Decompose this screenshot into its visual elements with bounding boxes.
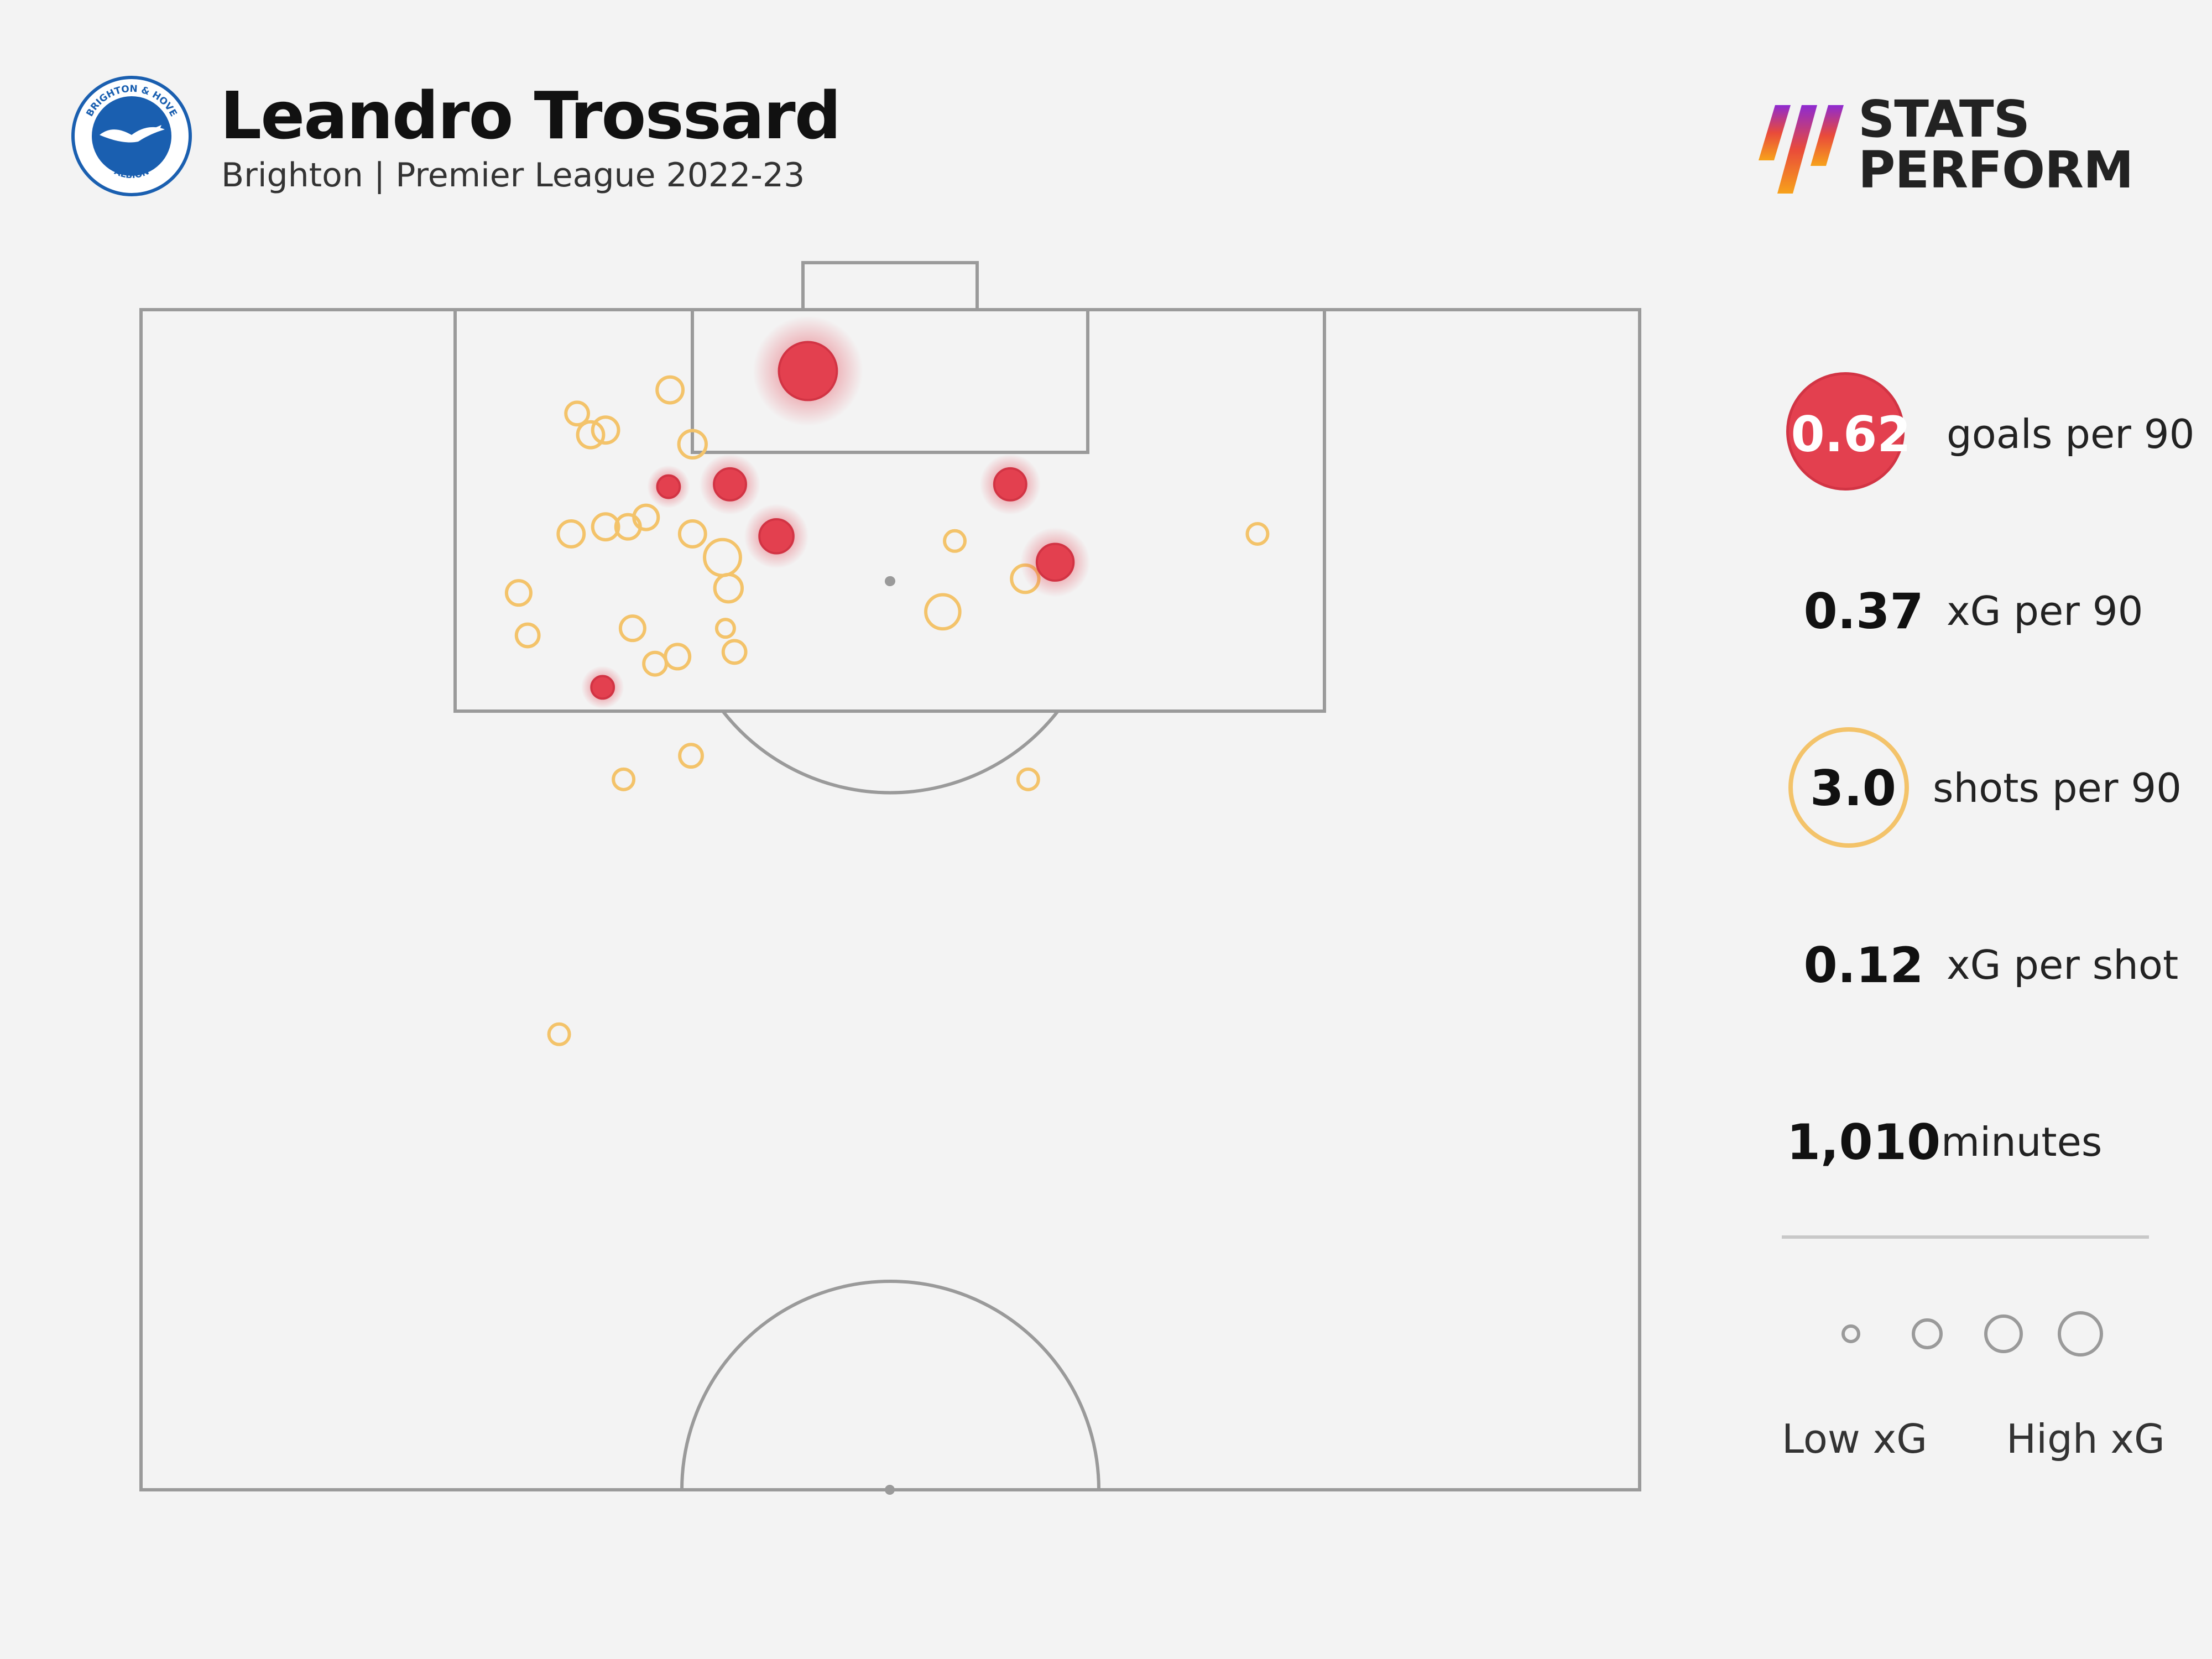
shot-point bbox=[714, 618, 736, 639]
goal-point bbox=[778, 341, 838, 401]
shot-point bbox=[713, 572, 744, 604]
shot-point bbox=[591, 512, 620, 542]
penalty-arc bbox=[721, 710, 1060, 795]
shot-point bbox=[1016, 767, 1040, 791]
pitch-lines bbox=[139, 261, 1641, 1491]
legend-size-3-icon bbox=[1984, 1314, 2023, 1353]
shot-point bbox=[664, 643, 692, 671]
shot-point bbox=[618, 614, 646, 643]
goal-point bbox=[993, 467, 1027, 502]
brighton-badge-icon: BRIGHTON & HOVE ALBION bbox=[71, 76, 192, 196]
shot-marker-icon bbox=[1788, 727, 1909, 848]
shot-map bbox=[139, 261, 1641, 1495]
shots-per-90-label: shots per 90 bbox=[1933, 765, 2182, 811]
brand-line-1: STATS bbox=[1858, 90, 2030, 149]
subtitle: Brighton | Premier League 2022-23 bbox=[221, 156, 805, 195]
legend-low-xg: Low xG bbox=[1782, 1416, 1928, 1462]
stat-goals-per-90: 0.62 goals per 90 bbox=[1781, 368, 2212, 500]
legend-divider bbox=[1782, 1235, 2149, 1239]
goals-layer bbox=[581, 316, 1091, 709]
minutes-value: 1,010 bbox=[1786, 1113, 1941, 1171]
goal-point bbox=[713, 467, 748, 502]
six-yard-box bbox=[691, 308, 1089, 454]
shot-point bbox=[677, 429, 708, 460]
xg-per-shot-label: xG per shot bbox=[1947, 942, 2179, 988]
legend-size-4-icon bbox=[2058, 1311, 2103, 1357]
stat-minutes: 1,010 minutes bbox=[1781, 1076, 2212, 1208]
goal-frame bbox=[801, 261, 979, 311]
brand-line-2: PERFORM bbox=[1858, 140, 2134, 200]
shot-point bbox=[655, 375, 685, 405]
shot-point bbox=[576, 420, 606, 450]
other-point bbox=[885, 576, 895, 586]
goal-marker-icon bbox=[1786, 372, 1905, 491]
shot-point bbox=[924, 593, 962, 631]
xg-per-90-value: 0.37 bbox=[1803, 582, 1924, 640]
goal-point bbox=[758, 518, 795, 555]
shot-point bbox=[642, 650, 668, 677]
shot-point bbox=[564, 400, 591, 427]
shot-point bbox=[943, 529, 967, 553]
shot-point bbox=[677, 519, 707, 549]
legend-high-xg: High xG bbox=[2006, 1416, 2165, 1462]
legend-size-2-icon bbox=[1912, 1318, 1943, 1349]
shot-point bbox=[632, 503, 660, 531]
shot-point bbox=[721, 639, 748, 665]
goal-point bbox=[656, 474, 681, 499]
stats-perform-mark-icon bbox=[1759, 105, 1844, 194]
xg-per-90-label: xG per 90 bbox=[1947, 588, 2143, 634]
xg-size-legend bbox=[1841, 1311, 2103, 1357]
goals-per-90-value: 0.62 bbox=[1791, 405, 1911, 463]
shot-point bbox=[547, 1022, 571, 1046]
goal-point bbox=[1035, 542, 1075, 582]
shot-point bbox=[556, 519, 586, 549]
centre-spot bbox=[885, 1485, 895, 1495]
minutes-label: minutes bbox=[1941, 1119, 2103, 1165]
player-name: Leandro Trossard bbox=[220, 77, 841, 154]
stats-perform-logo: STATS PERFORM bbox=[1759, 94, 2146, 205]
brand-wordmark: STATS PERFORM bbox=[1858, 90, 2134, 200]
pitch-outline bbox=[139, 308, 1641, 1491]
centre-circle bbox=[680, 1280, 1100, 1490]
shot-point bbox=[703, 538, 742, 577]
shot-point bbox=[678, 743, 704, 769]
goals-per-90-label: goals per 90 bbox=[1947, 411, 2195, 457]
shot-point bbox=[591, 415, 620, 445]
shot-point bbox=[612, 767, 636, 791]
shot-point bbox=[514, 622, 541, 649]
stat-xg-per-shot: 0.12 xG per shot bbox=[1781, 899, 2212, 1031]
shots-per-90-value: 3.0 bbox=[1810, 759, 1896, 817]
shot-point bbox=[504, 579, 533, 607]
stat-shots-per-90: 3.0 shots per 90 bbox=[1781, 722, 2212, 854]
xg-per-shot-value: 0.12 bbox=[1803, 936, 1924, 994]
header: BRIGHTON & HOVE ALBION Leandro Trossard … bbox=[0, 0, 2212, 210]
legend-size-1-icon bbox=[1841, 1324, 1860, 1343]
stat-xg-per-90: 0.37 xG per 90 bbox=[1781, 545, 2212, 677]
goal-point bbox=[590, 675, 615, 700]
shot-point bbox=[1245, 521, 1270, 546]
penalty-area bbox=[453, 308, 1326, 713]
